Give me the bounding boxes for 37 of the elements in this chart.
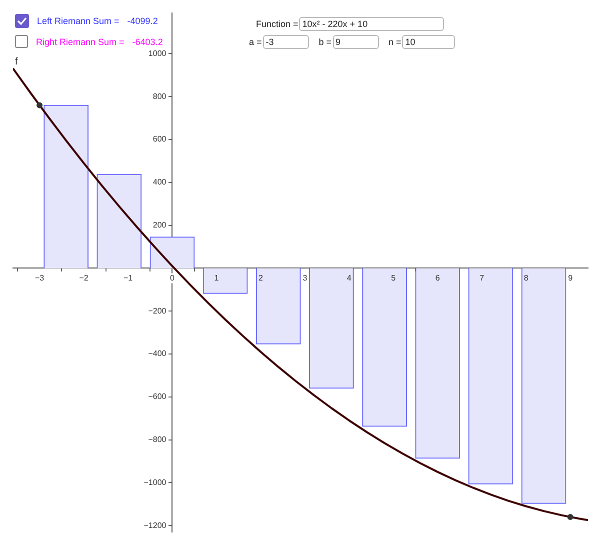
y-tick-label: 1000 <box>148 48 167 58</box>
x-tick-label: 5 <box>391 273 396 282</box>
x-tick-label: 4 <box>346 273 352 282</box>
x-tick-label: 0 <box>170 273 176 282</box>
y-tick-label: 600 <box>152 134 167 144</box>
x-tick-label: 6 <box>435 273 440 282</box>
text-field: 10 <box>402 35 456 49</box>
text-field: 10x² - 220x + 10 <box>299 17 444 31</box>
y-tick-label: 200 <box>152 220 167 230</box>
x-tick-label: 1 <box>214 273 220 282</box>
y-tick-label: −1200 <box>144 520 167 530</box>
text-field: -3 <box>262 35 309 49</box>
y-tick-label: −200 <box>148 306 167 316</box>
x-tick-label: 9 <box>568 273 574 282</box>
annotation: Left Riemann Sum = <box>37 16 120 26</box>
annotation: b = <box>318 37 332 47</box>
annotation: -4099.2 <box>127 16 158 26</box>
x-tick-label: −1 <box>123 273 134 282</box>
text-field: 9 <box>332 35 379 49</box>
y-tick-label: −600 <box>148 392 167 402</box>
annotation: Right Riemann Sum = <box>36 36 124 46</box>
x-tick-label: −3 <box>34 273 45 282</box>
x-tick-label: 7 <box>480 273 485 282</box>
annotation: n = <box>388 37 402 47</box>
annotation: -6403.2 <box>132 36 163 46</box>
y-tick-label: 400 <box>152 178 167 187</box>
y-tick-label: −1000 <box>144 478 167 487</box>
y-tick-label: −800 <box>148 434 167 444</box>
x-tick-label: 3 <box>302 273 308 282</box>
y-tick-label: −400 <box>148 349 167 358</box>
x-tick-label: 2 <box>258 273 264 282</box>
x-tick-label: 8 <box>524 273 529 282</box>
annotation: Function = <box>256 19 298 29</box>
annotation: a = <box>249 37 262 47</box>
annotation: f <box>15 56 18 68</box>
x-tick-label: −2 <box>79 273 89 282</box>
y-tick-label: 800 <box>152 92 167 101</box>
